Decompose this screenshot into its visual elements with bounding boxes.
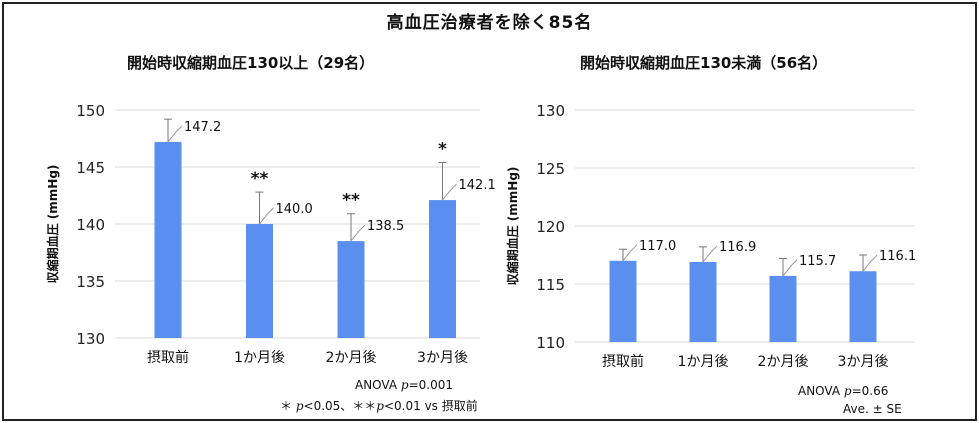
data-label: 140.0 <box>276 202 313 217</box>
figure-title: 高血圧治療者を除く85名 <box>386 13 593 33</box>
y-tick-label: 130 <box>536 102 565 120</box>
y-tick-label: 150 <box>76 102 105 120</box>
y-axis-label: 収縮期血圧 (mmHg) <box>505 167 520 286</box>
x-tick-label: 1か月後 <box>678 354 729 370</box>
left-chart-title: 開始時収縮期血圧130以上（29名） <box>127 54 375 72</box>
y-tick-label: 140 <box>76 216 105 234</box>
right-footnote: Ave. ± SE <box>843 402 902 416</box>
significance-marker: ** <box>251 169 269 189</box>
data-label-leader <box>259 207 274 225</box>
y-axis-label: 収縮期血圧 (mmHg) <box>45 165 60 284</box>
x-tick-label: 1か月後 <box>234 350 285 366</box>
y-tick-label: 135 <box>76 273 105 291</box>
data-label: 138.5 <box>367 219 404 234</box>
data-label-leader <box>350 224 366 242</box>
y-tick-label: 145 <box>76 159 105 177</box>
x-tick-label: 2か月後 <box>326 350 377 366</box>
bar <box>609 260 637 342</box>
data-label-leader <box>862 254 878 272</box>
data-label: 117.0 <box>639 239 676 254</box>
right-bar-chart: 110 115 120 125 130 収縮期血圧 (mmHg) 117.0 摂取前 116.9… <box>505 102 916 370</box>
data-label: 147.2 <box>184 120 221 135</box>
x-tick-label: 摂取前 <box>602 353 644 370</box>
data-label: 115.7 <box>799 254 836 269</box>
y-tick-label: 125 <box>536 160 565 178</box>
bar <box>689 261 717 342</box>
data-label: 116.9 <box>719 240 756 255</box>
bar <box>337 241 365 338</box>
x-tick-label: 3か月後 <box>417 350 468 366</box>
data-label-leader <box>442 183 457 201</box>
data-label: 142.1 <box>459 178 496 193</box>
data-label-leader <box>702 245 718 263</box>
bar <box>769 275 797 342</box>
right-anova-note: ANOVA p=0.66 <box>798 384 889 398</box>
y-tick-label: 115 <box>536 276 565 294</box>
y-tick-label: 110 <box>536 334 565 352</box>
y-tick-label: 120 <box>536 218 565 236</box>
x-tick-label: 2か月後 <box>758 354 809 370</box>
left-bar-chart: 130 135 140 145 150 収縮期血圧 (mmHg) 147.2 摂取前 140.0… <box>45 102 496 366</box>
significance-marker: ** <box>342 191 360 211</box>
data-label: 116.1 <box>879 249 916 264</box>
x-tick-label: 摂取前 <box>147 349 189 366</box>
bar <box>849 271 877 342</box>
significance-marker: * <box>438 139 447 159</box>
bar <box>154 141 182 338</box>
left-anova-note: ANOVA p=0.001 <box>355 378 453 392</box>
bar <box>429 200 456 338</box>
x-tick-label: 3か月後 <box>838 354 889 370</box>
right-chart-title: 開始時収縮期血圧130未満（56名） <box>580 54 828 72</box>
data-label-leader <box>167 125 183 143</box>
left-significance-footnote: ＊ p<0.05、＊＊p<0.01 vs 摂取前 <box>280 399 478 413</box>
y-tick-label: 130 <box>76 330 105 348</box>
data-label-leader <box>622 244 638 262</box>
bar <box>246 224 273 338</box>
data-label-leader <box>782 259 798 277</box>
